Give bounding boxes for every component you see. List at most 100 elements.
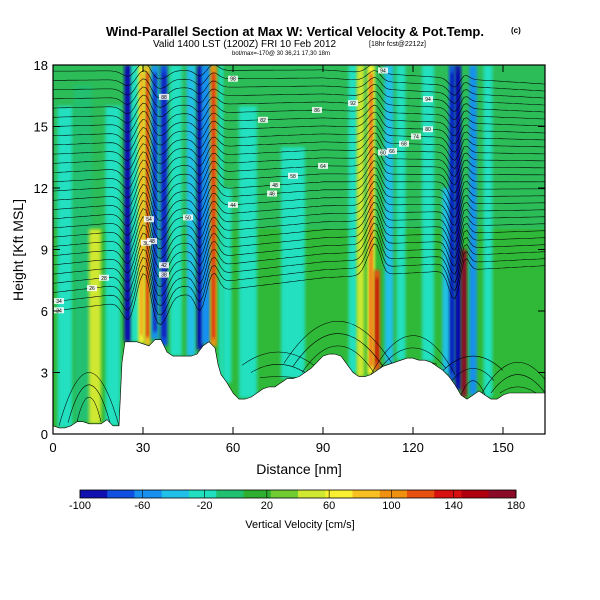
y-tick-label: 15 <box>34 120 48 135</box>
colorbar-segment <box>107 490 135 498</box>
theta-contour <box>53 132 545 174</box>
theta-contour <box>451 368 495 381</box>
colorbar-tick-label: 60 <box>323 500 335 512</box>
theta-contour <box>53 65 545 88</box>
velocity-feature <box>356 65 365 377</box>
theta-contour <box>53 160 545 212</box>
theta-contour <box>53 222 545 297</box>
contour-label-bg <box>159 262 169 269</box>
chart-subtitle-valid: Valid 1400 LST (1200Z) FRI 10 Feb 2012 <box>153 39 337 50</box>
y-tick-label: 12 <box>34 181 48 196</box>
theta-contour <box>53 194 545 259</box>
contour-label-bg <box>141 239 151 246</box>
contour-labels: 2434262830384248545044464858646066687480… <box>54 67 433 314</box>
velocity-core <box>162 73 166 338</box>
contour-label-bg <box>270 182 280 189</box>
contour-label: 92 <box>350 101 356 107</box>
contour-label-bg <box>54 298 64 305</box>
velocity-core <box>126 73 130 334</box>
colorbar-segment <box>379 490 408 498</box>
colorbar-segment <box>407 490 435 498</box>
colorbar-segment <box>352 490 381 498</box>
contour-label: 58 <box>290 174 296 180</box>
theta-contour <box>53 215 545 288</box>
chart-subtitle-small: bot/max=-170@ 30 36,21 17,30 18m <box>232 51 330 57</box>
chart-subtitle-run: [18hr fcst@2212z] <box>369 41 426 48</box>
contour-label: 46 <box>269 192 275 198</box>
velocity-feature <box>89 229 101 424</box>
contour-label: 26 <box>89 286 95 292</box>
contour-label: 64 <box>320 164 326 170</box>
theta-contour <box>53 181 545 240</box>
contour-label-bg <box>87 285 97 292</box>
contour-label: 94 <box>380 69 386 75</box>
theta-contour <box>283 320 393 364</box>
colorbar-segment <box>134 490 163 498</box>
velocity-feature <box>239 106 257 399</box>
velocity-feature <box>348 65 358 373</box>
contour-label-bg <box>378 149 388 156</box>
velocity-feature <box>201 65 211 344</box>
contour-label: 66 <box>389 149 395 155</box>
theta-contour <box>53 104 545 137</box>
colorbar-segment <box>270 490 299 498</box>
theta-contour <box>292 333 384 367</box>
colorbar <box>79 489 517 499</box>
velocity-feature <box>131 65 140 342</box>
theta-contour <box>53 201 545 269</box>
colorbar-tick-label: -60 <box>134 500 150 512</box>
theta-contour <box>53 229 545 306</box>
velocity-feature <box>218 65 224 375</box>
colorbar-segment <box>298 490 326 498</box>
contour-label-bg <box>147 238 157 245</box>
colorbar-tick-label: -100 <box>69 500 91 512</box>
contour-label: 68 <box>401 142 407 148</box>
y-tick-label: 9 <box>41 243 48 258</box>
contour-label-bg <box>183 214 193 221</box>
contour-label-bg <box>399 140 409 147</box>
contour-label-bg <box>423 126 433 133</box>
contour-label: 74 <box>413 134 419 140</box>
colorbar-label: Vertical Velocity [cm/s] <box>245 519 354 531</box>
theta-contour <box>499 386 537 394</box>
colorbar-tick-label: 20 <box>261 500 273 512</box>
colorbar-tick-label: 140 <box>445 500 463 512</box>
y-axis-ticks: 0 3 6 9 12 15 18 <box>34 58 545 442</box>
terrain-mask <box>53 339 545 434</box>
contour-label: 82 <box>260 118 266 124</box>
colorbar-segment <box>243 490 272 498</box>
theta-contour <box>53 167 545 221</box>
contour-label-bg <box>228 201 238 208</box>
contour-label: 98 <box>230 77 236 83</box>
y-tick-label: 18 <box>34 58 48 73</box>
contour-label-bg <box>99 274 109 281</box>
velocity-core <box>146 73 149 338</box>
contour-label: 28 <box>101 276 107 282</box>
theta-contour <box>53 90 545 121</box>
velocity-core <box>369 73 373 367</box>
velocity-feature <box>74 85 92 422</box>
theta-contour <box>301 345 375 373</box>
y-tick-label: 6 <box>41 304 48 319</box>
contour-label-bg <box>267 190 277 197</box>
theta-contour <box>379 347 447 369</box>
contour-label: 50 <box>185 215 191 221</box>
colorbar-tick-label: 100 <box>382 500 400 512</box>
y-axis-label: Height [Kft MSL] <box>10 199 26 301</box>
x-axis-ticks: 0 30 60 90 120 150 <box>49 65 514 455</box>
theta-contour <box>53 146 545 193</box>
theta-contour <box>53 118 545 155</box>
x-tick-label: 60 <box>226 440 240 455</box>
velocity-feature <box>105 106 121 426</box>
contour-label-bg <box>318 162 328 169</box>
contour-label-bg <box>258 116 268 123</box>
velocity-core <box>462 257 466 390</box>
contour-label: 54 <box>146 217 152 223</box>
plot-area: 2434262830384248545044464858646066687480… <box>53 65 545 434</box>
theta-contour <box>259 376 297 378</box>
contour-label-bg <box>228 75 238 82</box>
theta-contour <box>53 77 545 104</box>
theta-contours <box>53 65 545 426</box>
contour-label: 42 <box>161 263 167 269</box>
